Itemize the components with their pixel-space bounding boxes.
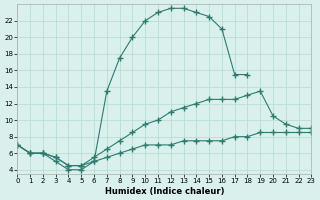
X-axis label: Humidex (Indice chaleur): Humidex (Indice chaleur) [105,187,224,196]
